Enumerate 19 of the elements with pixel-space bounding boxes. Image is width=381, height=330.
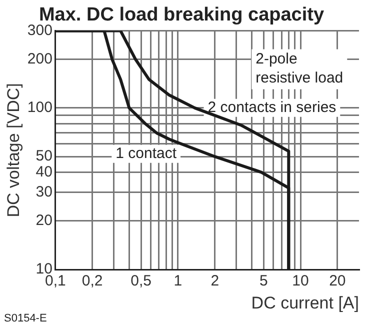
- x-tick-label: 5: [259, 272, 268, 290]
- y-tick-label: 30: [36, 184, 52, 201]
- y-tick-label: 40: [36, 163, 52, 180]
- y-axis-title: DC voltage [VDC]: [4, 83, 23, 218]
- x-axis-title: DC current [A]: [251, 293, 359, 312]
- x-tick-label: 0,2: [82, 272, 103, 290]
- x-tick-label: 0,5: [130, 272, 152, 290]
- annotation: 2-pole resistive load: [256, 50, 344, 86]
- x-tick-label: 20: [329, 272, 346, 290]
- text: S0154-E: [4, 312, 47, 325]
- x-tick-label: 1: [174, 272, 182, 290]
- x-tick-label: 10: [292, 272, 309, 290]
- series-label: 1 contact: [116, 144, 178, 162]
- y-tick-label: 200: [27, 50, 52, 68]
- y-tick-label: 100: [27, 99, 52, 116]
- y-tick-label: 20: [36, 212, 52, 230]
- series-label: 2 contacts in series: [208, 99, 336, 116]
- x-tick-label: 2: [210, 272, 220, 290]
- y-tick-label: 50: [36, 148, 52, 165]
